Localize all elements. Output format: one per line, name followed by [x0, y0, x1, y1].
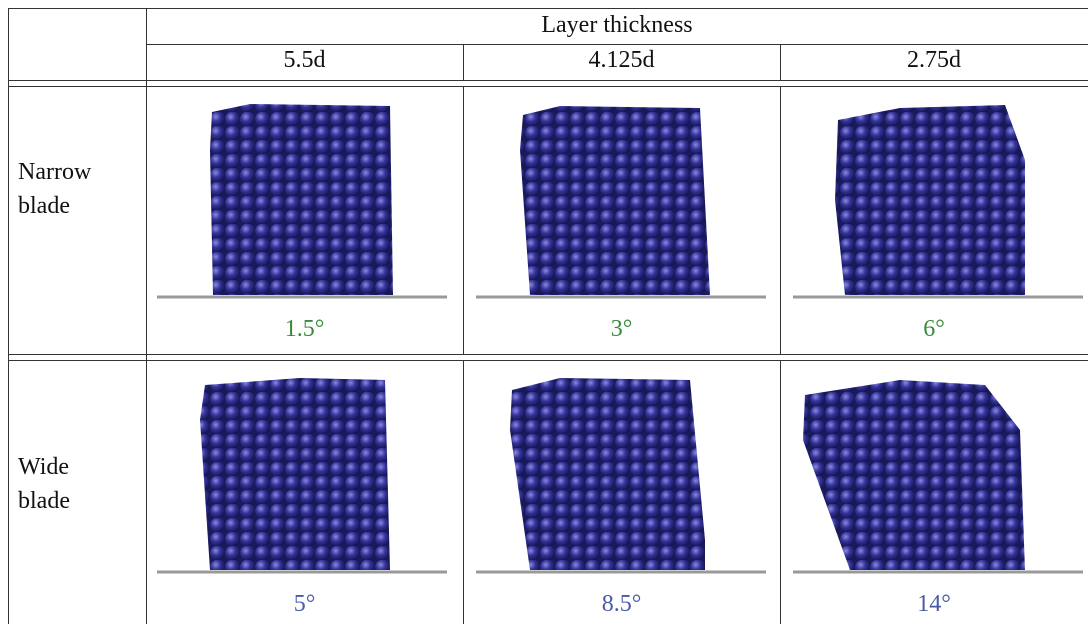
angle-label: 6°: [780, 316, 1088, 343]
angle-label: 5°: [146, 591, 463, 618]
angle-label: 8.5°: [463, 591, 780, 618]
row-label: Wide blade: [18, 450, 108, 518]
angle-label: 3°: [463, 316, 780, 343]
column-header: 5.5d: [146, 47, 463, 74]
column-header: 4.125d: [463, 47, 780, 74]
header-title: Layer thickness: [146, 12, 1088, 39]
angle-label: 14°: [780, 591, 1088, 618]
table-graphics: [0, 0, 1088, 624]
angle-label: 1.5°: [146, 316, 463, 343]
column-header: 2.75d: [780, 47, 1088, 74]
row-label: Narrow blade: [18, 155, 118, 223]
figure-table: Layer thickness 5.5d 4.125d 2.75d Narrow…: [0, 0, 1088, 624]
